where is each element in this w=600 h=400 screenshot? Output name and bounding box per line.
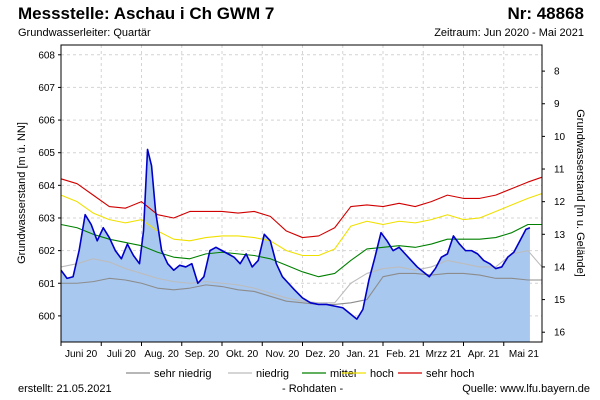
created-date: erstellt: 21.05.2021 (18, 383, 112, 395)
y-right-tick-label: 12 (554, 197, 566, 208)
x-tick-label: Juli 20 (107, 349, 136, 360)
series-line-measured (60, 148, 531, 320)
left-axis-ticks: 600 601 602 603 604 605 606 607 608 (38, 50, 61, 322)
plot-frame (60, 44, 543, 343)
period-label: Zeitraum: Jun 2020 - Mai 2021 (434, 27, 584, 39)
y-tick-label: 600 (38, 311, 55, 322)
y-tick-label: 606 (38, 116, 55, 127)
y-right-tick-label: 8 (554, 67, 560, 78)
legend-label-sehr-niedrig: sehr niedrig (154, 368, 211, 380)
x-tick-label: Sep. 20 (185, 349, 220, 360)
legend-label-hoch: hoch (370, 368, 394, 380)
x-tick-label: Mai 21 (509, 349, 539, 360)
legend: sehr niedrig niedrig mittel hoch sehr hoch (126, 368, 474, 380)
y-tick-label: 602 (38, 246, 55, 257)
right-axis-title: Grundwasserstand [m u. Gelände] (574, 109, 586, 277)
y-right-tick-label: 9 (554, 99, 560, 110)
left-axis-title: Grundwasserstand [m ü. NN] (16, 122, 28, 264)
series-line-hoch (60, 192, 543, 257)
y-right-tick-label: 10 (554, 132, 566, 143)
series-lines (60, 148, 543, 320)
y-tick-label: 603 (38, 213, 55, 224)
y-tick-label: 604 (38, 181, 55, 192)
station-title: Messstelle: Aschau i Ch GWM 7 (18, 4, 275, 23)
x-tick-label: Jan. 21 (346, 349, 379, 360)
x-tick-label: Feb. 21 (386, 349, 420, 360)
y-right-tick-label: 15 (554, 295, 566, 306)
x-tick-label: Apr. 21 (468, 349, 500, 360)
aquifer-label: Grundwasserleiter: Quartär (18, 27, 151, 39)
x-tick-label: Dez. 20 (305, 349, 340, 360)
x-tick-label: Nov. 20 (266, 349, 300, 360)
series-line-sehr-hoch (60, 176, 543, 239)
y-right-tick-label: 16 (554, 328, 566, 339)
legend-label-sehr-hoch: sehr hoch (426, 368, 474, 380)
y-tick-label: 605 (38, 148, 55, 159)
source-link[interactable]: Quelle: www.lfu.bayern.de (462, 383, 590, 395)
station-number: Nr: 48868 (507, 4, 584, 23)
y-right-tick-label: 11 (554, 165, 565, 176)
x-tick-label: Aug. 20 (144, 349, 179, 360)
x-tick-label: Juni 20 (65, 349, 98, 360)
x-axis-ticks: Juni 20 Juli 20 Aug. 20 Sep. 20 Okt. 20 Nov. … (60, 342, 539, 360)
right-axis-ticks: 8 9 10 11 12 13 14 15 16 (542, 67, 566, 339)
y-tick-label: 607 (38, 83, 55, 94)
y-tick-label: 601 (38, 279, 55, 290)
y-tick-label: 608 (38, 50, 55, 61)
x-tick-label: Mrzz 21 (426, 349, 462, 360)
series-line-sehr-niedrig (61, 272, 542, 306)
measured-fill-area (61, 149, 530, 342)
raw-data-label: - Rohdaten - (282, 383, 344, 395)
legend-label-mittel: mittel (330, 368, 356, 380)
y-right-tick-label: 13 (554, 230, 566, 241)
y-right-tick-label: 14 (554, 262, 566, 273)
legend-label-niedrig: niedrig (256, 368, 289, 380)
series-line-niedrig (60, 250, 543, 304)
x-tick-label: Okt. 20 (226, 349, 259, 360)
